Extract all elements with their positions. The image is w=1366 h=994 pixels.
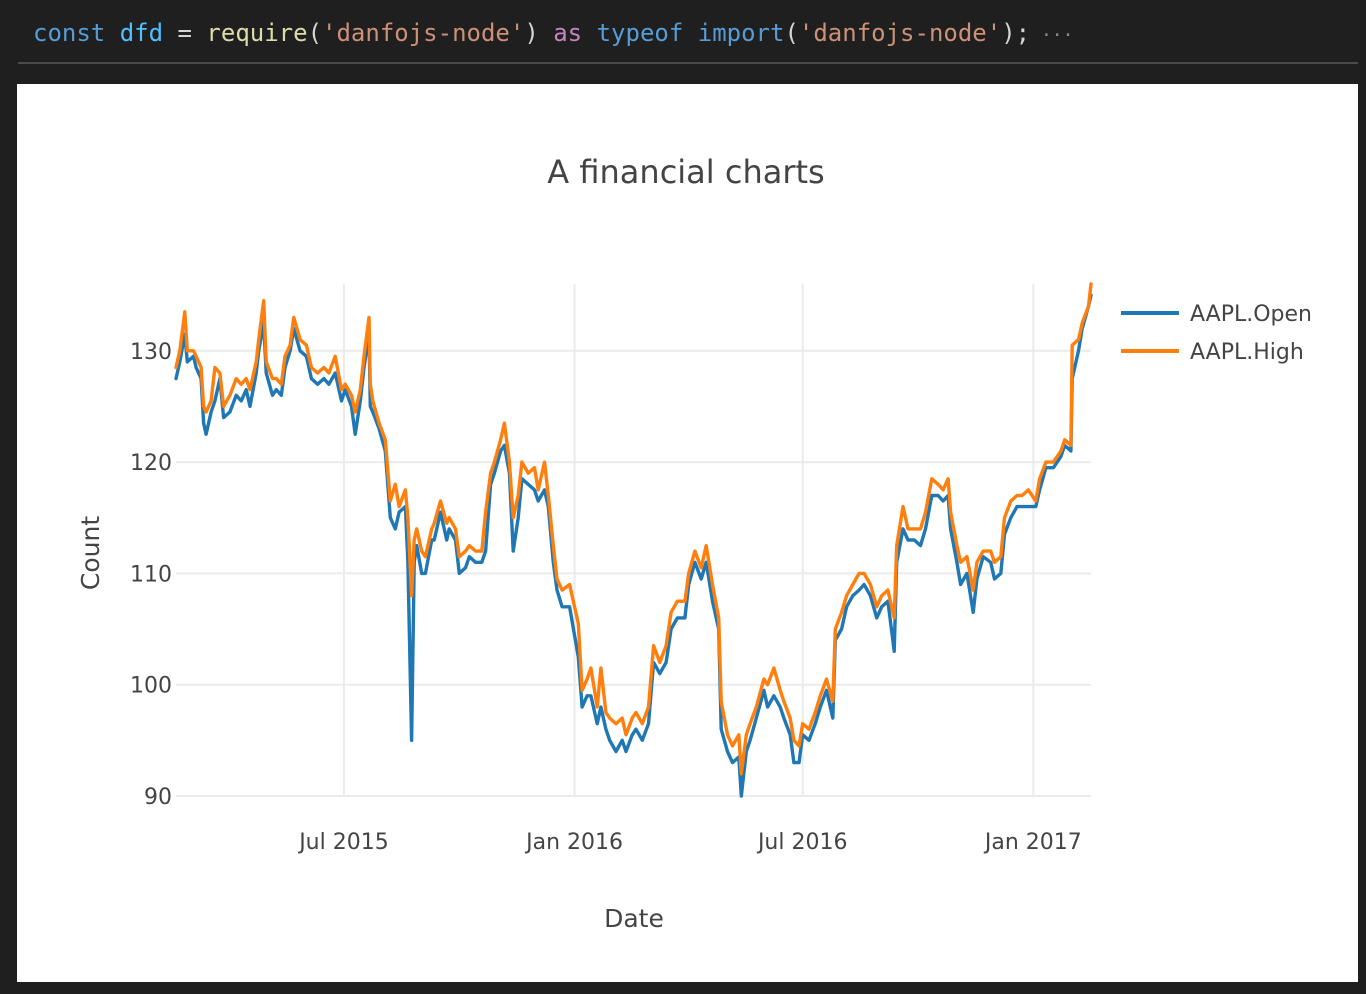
code-string-module: 'danfojs-node' [798,19,1002,47]
y-tick-label: 90 [144,785,172,810]
legend-item[interactable]: AAPL.High [1121,340,1304,365]
code-function-require: require [206,19,308,47]
y-tick-label: 100 [130,674,172,699]
chart-legend[interactable]: AAPL.Open AAPL.High [1121,302,1312,365]
code-string-module: 'danfojs-node' [322,19,525,47]
code-ellipsis: ··· [1030,25,1074,46]
code-variable-dfd: dfd [119,19,164,47]
chart-output-panel: 90 100 110 120 130 Jul 2015 Jan 2016 Jul 2016 Ja… [17,84,1358,982]
y-tick-label: 110 [130,562,172,587]
code-paren-open: ( [784,19,799,47]
chart-series [174,282,1093,798]
y-axis-title: Count [76,516,105,590]
axis-ticks: 90 100 110 120 130 Jul 2015 Jan 2016 Jul 2016 Ja… [130,340,1082,855]
x-tick-label: Jul 2015 [297,830,389,855]
code-keyword-typeof: typeof [596,19,684,47]
code-paren-open: ( [307,19,323,47]
code-operator-assign: = [163,19,207,47]
chart-title: A financial charts [547,153,824,191]
grid-lines [176,284,1091,797]
code-cell-divider [18,62,1358,64]
x-tick-label: Jan 2016 [524,830,623,855]
code-cell-line[interactable]: const dfd = require('danfojs-node') as t… [0,0,1366,64]
line-chart[interactable]: 90 100 110 120 130 Jul 2015 Jan 2016 Jul 2016 Ja… [17,84,1358,982]
code-space [105,19,119,47]
series-line-aapl-high [174,282,1093,776]
code-space [582,19,596,47]
legend-label: AAPL.Open [1190,302,1312,327]
code-space [683,19,697,47]
x-tick-label: Jul 2016 [756,830,848,855]
code-keyword-const: const [33,19,106,47]
x-tick-label: Jan 2017 [983,830,1082,855]
code-keyword-import: import [697,19,785,47]
x-axis-title: Date [604,904,664,933]
series-line-aapl-open [174,293,1093,798]
code-keyword-as: as [553,19,583,47]
legend-label: AAPL.High [1190,340,1304,365]
y-tick-label: 120 [130,451,172,476]
code-paren-close: ) [524,19,554,47]
code-paren-close-semicolon: ); [1001,19,1031,47]
legend-item[interactable]: AAPL.Open [1121,302,1312,327]
y-tick-label: 130 [130,340,172,365]
